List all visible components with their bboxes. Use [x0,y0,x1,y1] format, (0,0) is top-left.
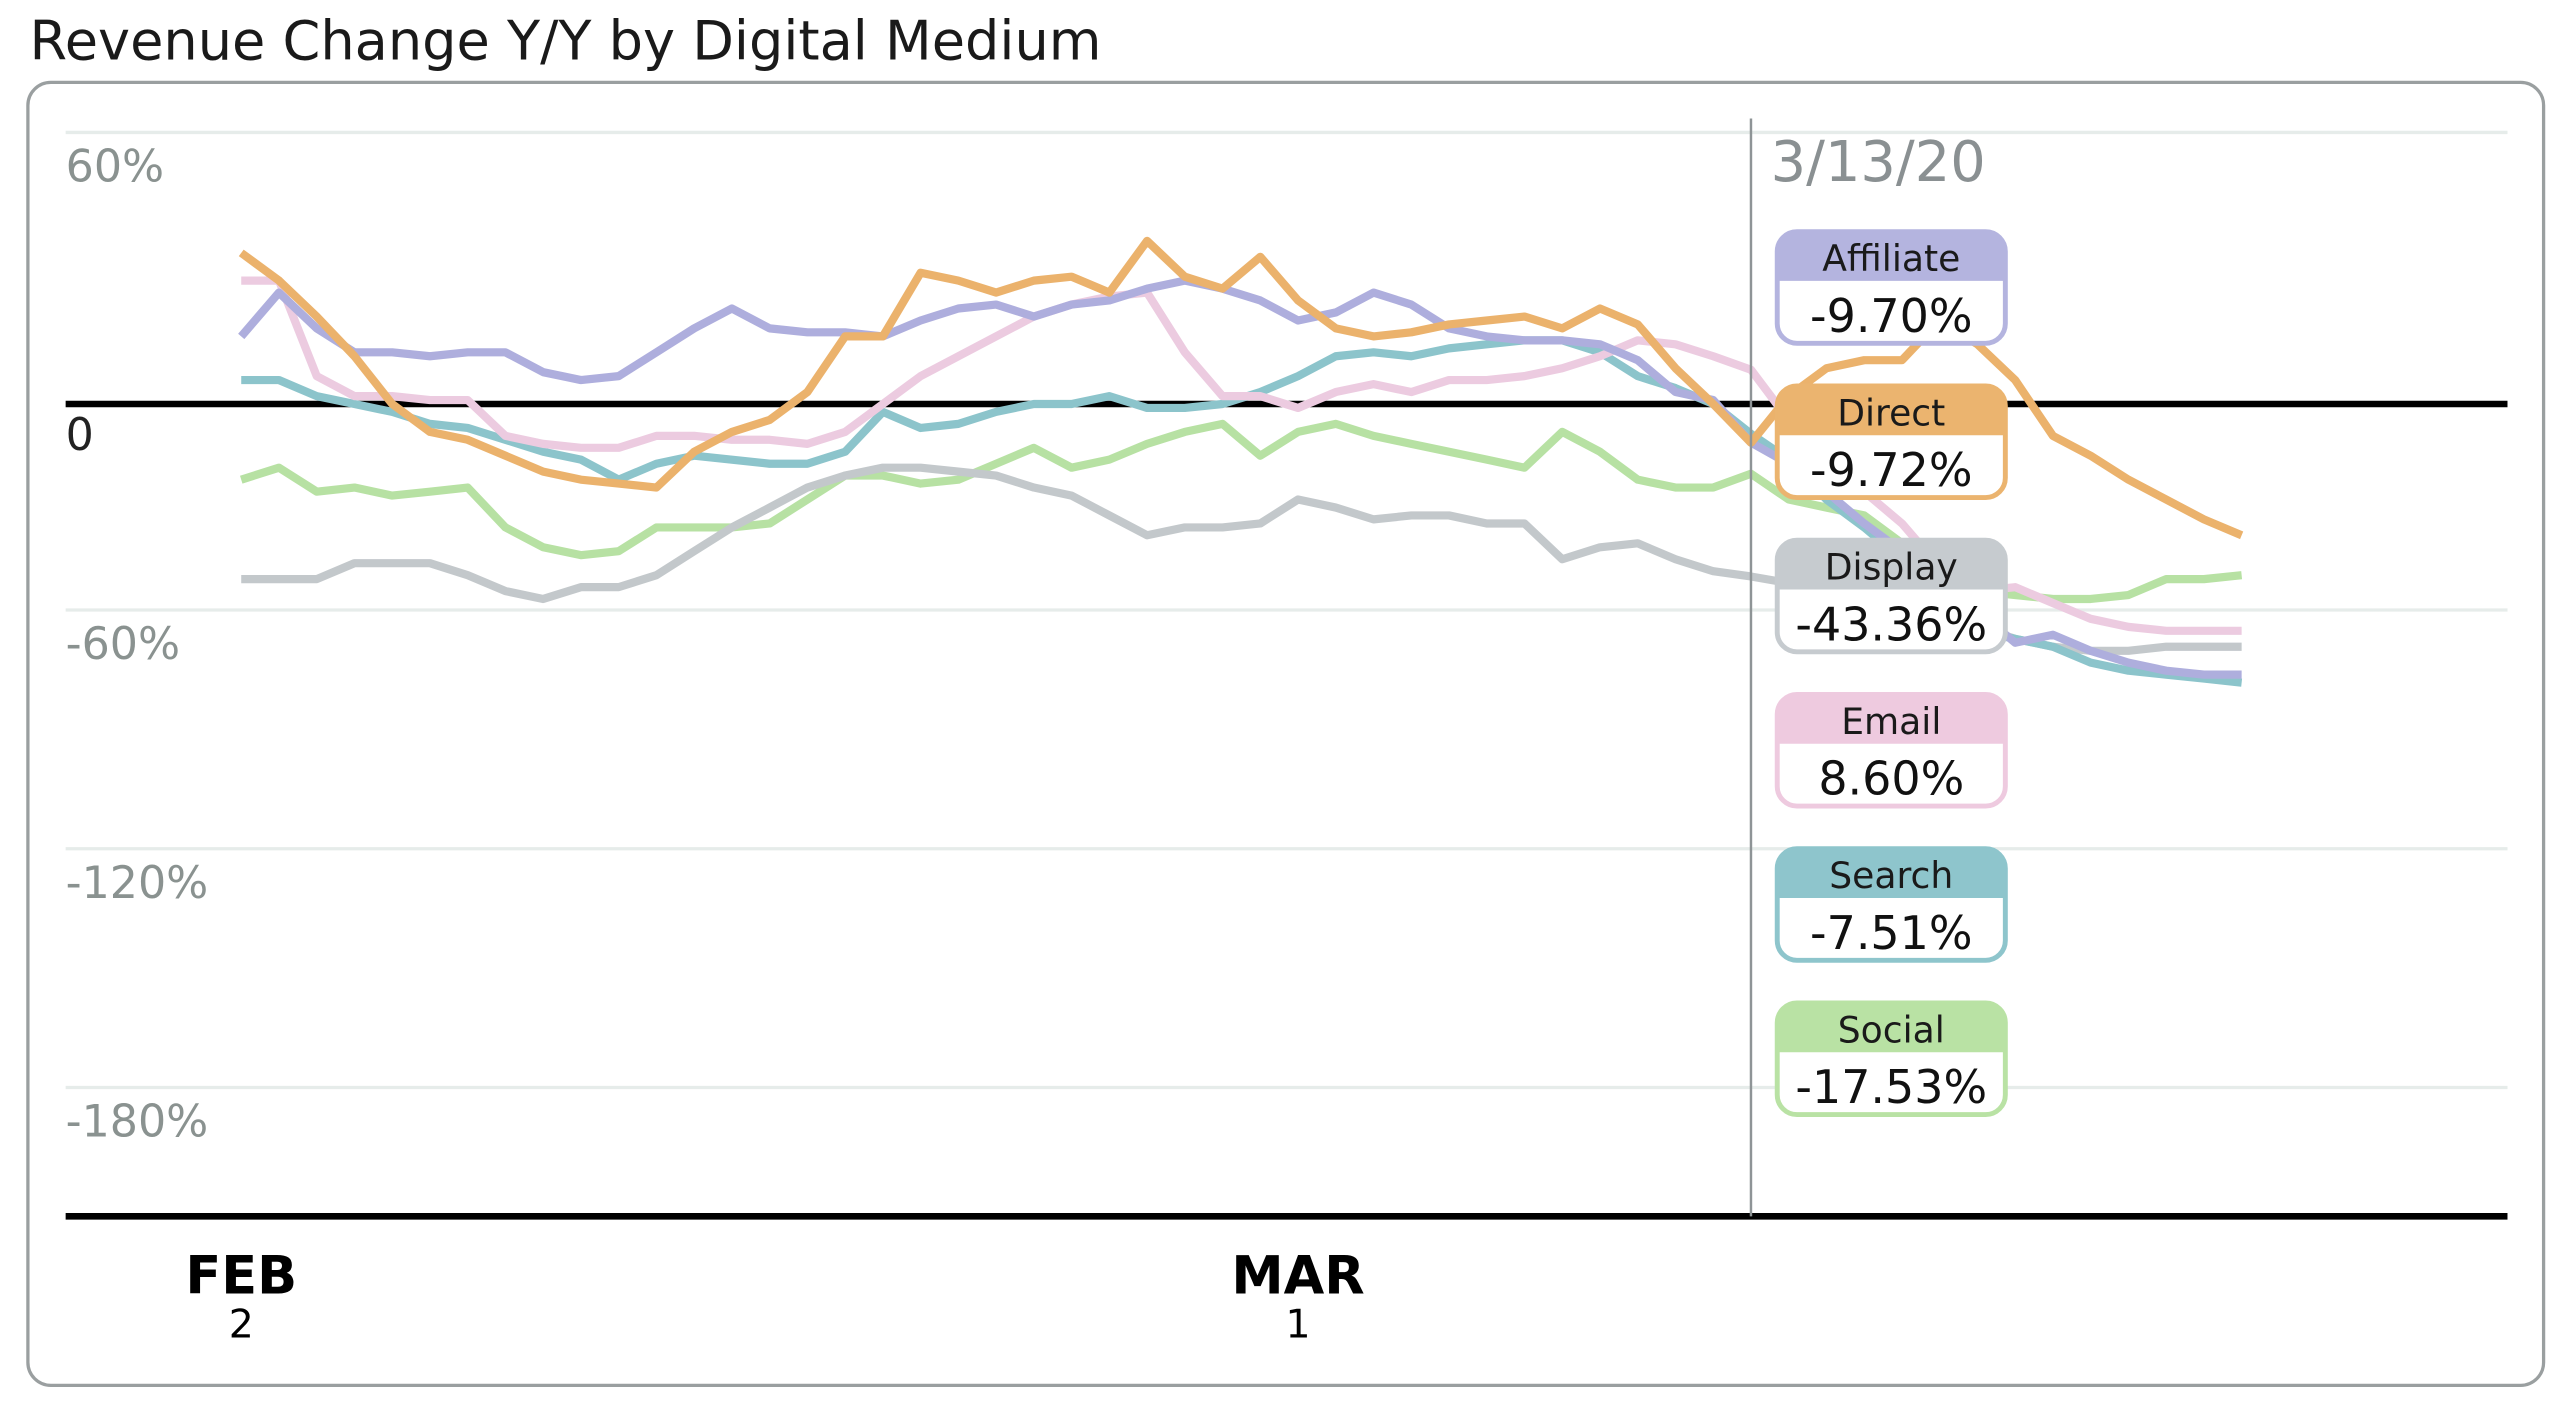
callout-name: Display [1825,546,1958,589]
chart-title: Revenue Change Y/Y by Digital Medium [30,9,1102,72]
callout-direct: Direct -9.72% [1774,383,2008,501]
callout-value: -17.53% [1795,1060,1987,1114]
callout-value: -7.51% [1810,906,1973,960]
grid [65,130,2508,1090]
x-tick-month: MAR [1231,1245,1364,1306]
callout-display: Display -43.36% [1774,537,2008,655]
x-tick-day: 2 [229,1302,254,1348]
callouts: Affiliate -9.70% Direct -9.72% Display -43.36… [1774,229,2008,1118]
y-tick-label: -180% [66,1097,209,1148]
y-axis-labels: 60% 0 -60% -120% -180% [66,142,209,1148]
callout-name: Email [1841,700,1941,743]
y-tick-label: -120% [66,858,209,909]
x-tick-day: 1 [1286,1302,1311,1348]
x-tick-month: FEB [185,1245,297,1306]
callout-value: 8.60% [1818,752,1964,806]
y-tick-label: -60% [66,619,180,670]
date-marker-label: 3/13/20 [1771,130,1986,195]
series-line-direct[interactable] [238,236,2244,540]
callout-value: -9.70% [1810,289,1973,343]
callout-name: Social [1838,1008,1945,1051]
callout-email: Email 8.60% [1774,692,2008,809]
callout-social: Social -17.53% [1774,1000,2008,1118]
callout-name: Affiliate [1822,237,1960,280]
callout-name: Search [1829,854,1953,897]
chart-frame [26,80,2546,1387]
callout-value: -43.36% [1795,597,1987,651]
y-tick-label: 0 [66,410,94,461]
y-tick-label: 60% [66,142,164,193]
callout-search: Search -7.51% [1774,846,2008,963]
series-line-email[interactable] [241,276,2242,635]
callout-value: -9.72% [1810,443,1973,497]
callout-name: Direct [1837,391,1945,434]
callout-affiliate: Affiliate -9.70% [1774,229,2008,346]
